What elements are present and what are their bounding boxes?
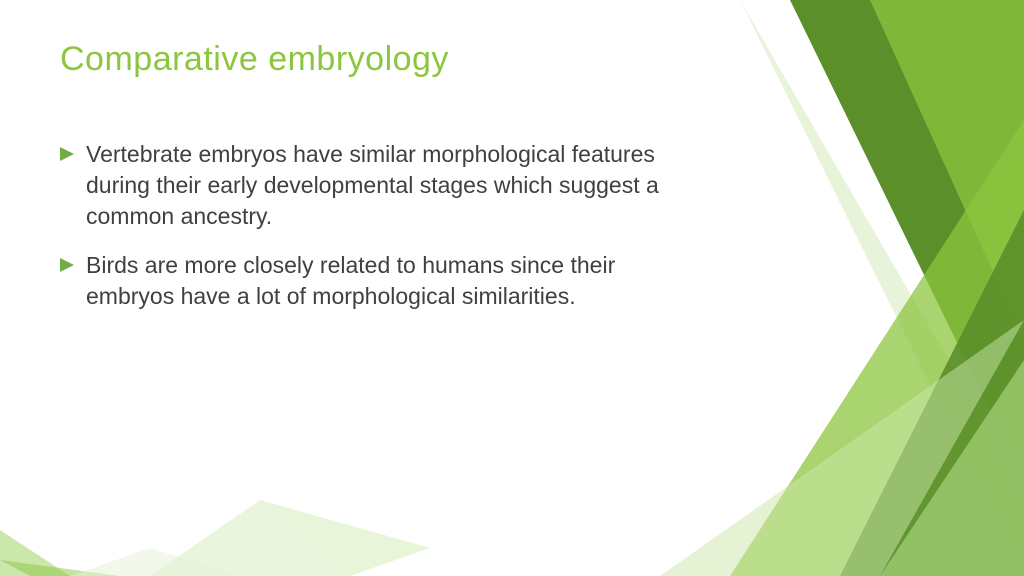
bullet-list: Vertebrate embryos have similar morpholo…	[60, 139, 680, 312]
slide: Comparative embryology Vertebrate embryo…	[0, 0, 1024, 576]
bullet-item: Birds are more closely related to humans…	[60, 250, 680, 312]
slide-content: Comparative embryology Vertebrate embryo…	[0, 0, 1024, 370]
bullet-text: Birds are more closely related to humans…	[86, 250, 680, 312]
triangle-bullet-icon	[60, 258, 74, 272]
bullet-item: Vertebrate embryos have similar morpholo…	[60, 139, 680, 232]
triangle-bullet-icon	[60, 147, 74, 161]
slide-title: Comparative embryology	[60, 40, 964, 79]
bullet-text: Vertebrate embryos have similar morpholo…	[86, 139, 680, 232]
